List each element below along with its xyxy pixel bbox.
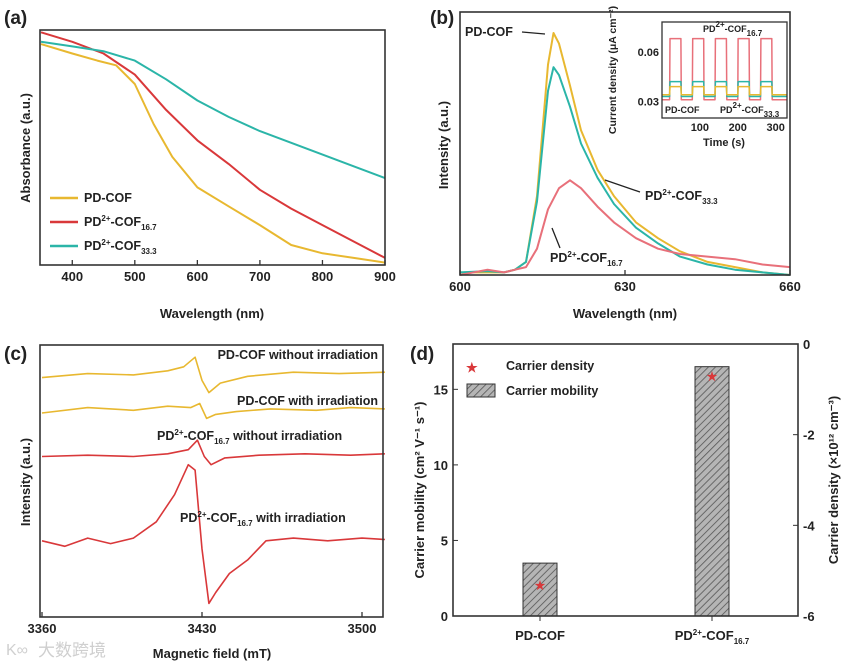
- x-axis-c-tick-label: 3430: [188, 621, 217, 636]
- y-axis-label-c: Intensity (a.u.): [18, 438, 33, 526]
- annotation-pd2-cof-16: PD2+-COF16.7: [550, 250, 623, 268]
- inset-label-pd2-cof-16: PD2+-COF16.7: [703, 20, 763, 38]
- y-axis-label-left-d: Carrier mobility (cm² V⁻¹ s⁻¹): [412, 402, 427, 579]
- x-axis-b-tick-label: 630: [614, 279, 636, 294]
- inset-y-axis-label: Current density (μA cm⁻²): [607, 6, 619, 134]
- inset-y-tick-label: 0.06: [638, 47, 659, 59]
- plot-frame-d: [452, 343, 799, 617]
- legend-label-mobility: Carrier mobility: [506, 384, 598, 398]
- y-left-tick-label: 15: [434, 382, 448, 397]
- inset-x-tick-label: 300: [766, 122, 784, 134]
- y-left-tick-label: 5: [441, 533, 448, 548]
- inset-x-tick-label: 200: [729, 122, 747, 134]
- inset-x-tick-label: 100: [691, 122, 709, 134]
- annotation-pd-cof: PD-COF: [465, 25, 513, 39]
- x-axis-a-tick-label: 600: [187, 269, 209, 284]
- inset-series-yellow: [662, 85, 787, 96]
- bar-carrier-mobility: [694, 366, 730, 617]
- plot-frame-a: [39, 29, 386, 266]
- x-axis-b-tick-label: 600: [449, 279, 471, 294]
- series-line-red: [40, 31, 386, 259]
- inset-label-pd2-cof-33: PD2+-COF33.3: [720, 101, 780, 119]
- x-axis-a-tick-label: 500: [124, 269, 146, 284]
- y-left-tick-label: 0: [441, 609, 448, 624]
- y-right-tick-label: -2: [803, 428, 815, 443]
- annotation-pd2-cof-33: PD2+-COF33.3: [645, 188, 718, 206]
- y-left-tick-label: 10: [434, 458, 448, 473]
- x-axis-a-tick-label: 700: [249, 269, 271, 284]
- trace-label: PD-COF without irradiation: [218, 348, 378, 362]
- epr-trace-3: [41, 463, 385, 605]
- arrow-icon: [521, 31, 546, 35]
- watermark-text: 大数跨境: [38, 641, 106, 660]
- series-line-teal: [40, 40, 386, 180]
- panel-label-b: (b): [430, 8, 454, 29]
- inset-photocurrent: 0.03 0.06 100 200 300 Time (s) Current density…: [607, 6, 788, 149]
- legend-a: PD-COF PD2+-COF16.7 PD2+-COF33.3: [50, 191, 157, 256]
- x-category-label: PD-COF: [515, 628, 565, 643]
- panel-label-d: (d): [410, 344, 434, 365]
- legend-label: PD2+-COF33.3: [84, 238, 157, 256]
- x-axis-label-a: Wavelength (nm): [160, 306, 264, 321]
- x-axis-label-b: Wavelength (nm): [573, 306, 677, 321]
- panel-d: (d) ★ ★ 0 5 10 15 0 -2 -4 -6 PD-COF PD2+-COF16.7 C…: [410, 337, 841, 646]
- x-category-label: PD2+-COF16.7: [675, 628, 750, 646]
- arrow-icon: [551, 227, 561, 249]
- inset-series-pink: [662, 37, 787, 101]
- inset-frame: [661, 21, 788, 119]
- x-axis-label-c: Magnetic field (mT): [153, 646, 271, 661]
- trace-label: PD2+-COF16.7 with irradiation: [180, 510, 346, 528]
- legend-label: PD-COF: [84, 191, 132, 205]
- epr-trace-0: [41, 356, 385, 394]
- panel-label-c: (c): [4, 344, 27, 365]
- x-axis-c-tick-label: 3500: [348, 621, 377, 636]
- y-axis-label-b: Intensity (a.u.): [436, 101, 451, 189]
- panel-a: (a) 400 500 600 700 800 900 Wavelength (nm) A…: [4, 8, 396, 321]
- inset-label-pd-cof: PD-COF: [665, 105, 700, 115]
- star-marker-carrier-density: ★: [707, 370, 718, 384]
- legend-swatch-mobility: [466, 383, 496, 398]
- inset-x-axis-label: Time (s): [703, 137, 745, 149]
- series-line-pink: [459, 179, 791, 276]
- y-axis-label-a: Absorbance (a.u.): [18, 93, 33, 203]
- y-right-tick-label: 0: [803, 337, 810, 352]
- legend-label-density: Carrier density: [506, 359, 594, 373]
- arrow-icon: [604, 179, 641, 193]
- series-line-yellow: [40, 43, 386, 264]
- panel-label-a: (a): [4, 8, 27, 29]
- y-axis-label-right-d: Carrier density (×10¹² cm⁻³): [826, 396, 841, 564]
- x-axis-b-tick-label: 660: [779, 279, 801, 294]
- y-right-tick-label: -4: [803, 518, 815, 533]
- star-icon: ★: [466, 360, 478, 375]
- y-right-tick-label: -6: [803, 609, 815, 624]
- trace-label: PD2+-COF16.7 without irradiation: [157, 428, 342, 446]
- watermark-logo-icon: K∞: [6, 642, 28, 659]
- x-axis-a-tick-label: 900: [374, 269, 396, 284]
- star-marker-carrier-density: ★: [535, 578, 546, 592]
- trace-label: PD-COF with irradiation: [237, 394, 378, 408]
- legend-label: PD2+-COF16.7: [84, 214, 157, 232]
- epr-trace-1: [41, 402, 385, 420]
- x-axis-c-tick-label: 3360: [28, 621, 57, 636]
- legend-d: ★ Carrier density Carrier mobility: [466, 359, 598, 398]
- panel-c: (c) 3360 3430 3500 Magnetic field (mT) Int…: [4, 344, 385, 661]
- x-axis-a-tick-label: 800: [312, 269, 334, 284]
- epr-trace-2: [41, 439, 385, 466]
- inset-y-tick-label: 0.03: [638, 96, 659, 108]
- watermark: K∞ 大数跨境: [6, 641, 106, 660]
- panel-b: (b) 600 630 660 Wavelength (nm) Intensity …: [430, 6, 801, 321]
- plot-frame-c: [39, 344, 384, 618]
- x-axis-a-tick-label: 400: [61, 269, 83, 284]
